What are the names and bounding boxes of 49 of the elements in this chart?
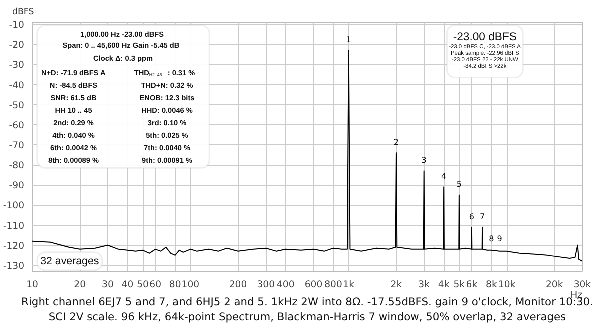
annotation: 3	[422, 156, 427, 166]
y-tick-label: -60	[9, 120, 25, 132]
annotation: 4	[442, 172, 447, 182]
annotation: 32 averages	[40, 256, 100, 268]
annotation: 1	[346, 36, 352, 45]
annotation: 5	[456, 180, 462, 190]
y-tick-label: -120	[3, 240, 25, 252]
text: SCI 2V scale. 96 kHz, 64k-point Spectrum, Blackman-Harris 7 window, 50% overlap, 32 averages	[48, 310, 567, 323]
x-tick-label: 300	[257, 280, 276, 290]
annotation: 7	[480, 212, 486, 222]
x-tick-label: 400	[277, 280, 295, 290]
annotation: -23.00 dBFS	[453, 31, 518, 44]
y-tick-label: -20	[9, 40, 25, 52]
x-tick-label: 200	[229, 280, 248, 290]
x-tick-label: 30k	[574, 280, 592, 290]
x-tick-label: 600	[304, 280, 323, 290]
y-tick-label: -100	[3, 200, 25, 212]
x-tick-label: 8k	[486, 280, 498, 290]
x-tick-label: 3k	[418, 280, 431, 290]
x-tick-label: 30	[102, 280, 114, 290]
x-tick-label: 10	[26, 280, 38, 290]
y-tick-label: -90	[9, 180, 25, 192]
x-tick-label: 20	[74, 280, 86, 290]
x-tick-label: 100	[182, 280, 200, 290]
y-tick-label: -110	[3, 220, 25, 232]
x-tick-label: 6k	[466, 280, 478, 290]
x-tick-label: 80	[169, 280, 182, 290]
x-tick-label: 50	[137, 280, 150, 290]
y-axis-title: dBFS	[12, 8, 35, 18]
x-tick-label: 1k	[343, 280, 356, 290]
x-tick-label: 4k	[438, 280, 450, 290]
x-tick-label: 2k	[390, 280, 403, 290]
y-tick-label: -10	[9, 20, 25, 32]
y-tick-label: -70	[9, 140, 25, 152]
x-tick-label: 20k	[546, 280, 564, 290]
annotation: 6	[469, 212, 474, 222]
x-tick-label: 60	[150, 280, 162, 290]
y-tick-label: -80	[9, 160, 25, 172]
y-tick-label: -130	[3, 260, 25, 272]
annotation: 2	[394, 138, 400, 148]
annotation: 8	[489, 234, 494, 244]
y-tick-label: -40	[9, 80, 25, 92]
x-tick-label: 5k	[454, 280, 466, 290]
x-tick-label: 10k	[498, 280, 516, 290]
x-tick-label: 40	[122, 280, 134, 290]
x-tick-label: 800	[324, 280, 342, 290]
y-tick-label: -50	[9, 100, 25, 112]
annotation: 9	[497, 234, 502, 244]
y-tick-label: -30	[9, 60, 25, 72]
